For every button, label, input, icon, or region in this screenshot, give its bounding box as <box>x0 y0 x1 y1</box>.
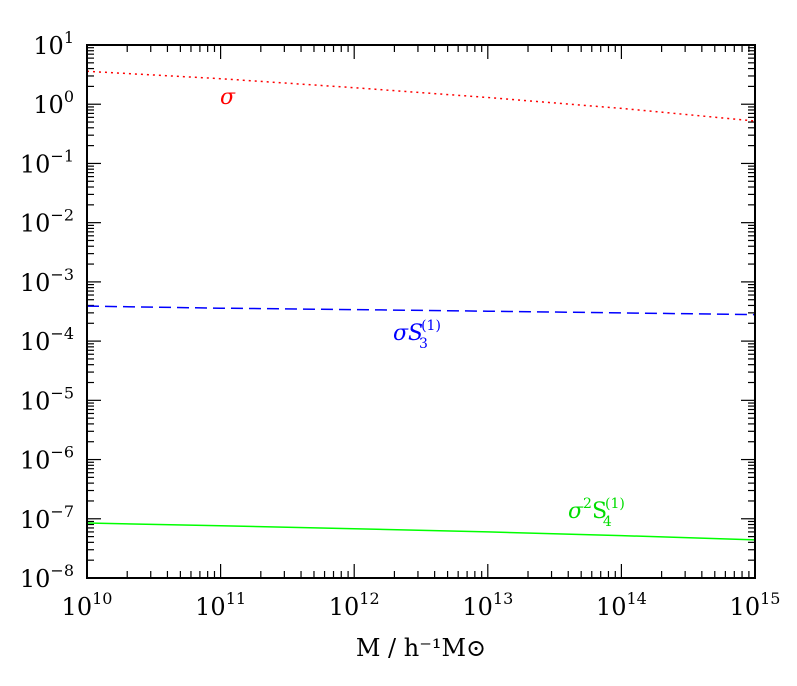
series-group <box>86 70 756 541</box>
x-tick-label: 1010 <box>62 589 113 621</box>
y-tick-label: 10−2 <box>20 206 74 238</box>
x-tick-label: 1015 <box>730 589 781 621</box>
x-tick-label: 1011 <box>195 589 246 621</box>
x-tick-label: 1014 <box>596 589 647 621</box>
y-tick-label: 10−1 <box>20 146 74 178</box>
axis-ticks <box>86 44 756 579</box>
x-tick-labels: 1010 1011 1012 1013 1014 1015 <box>62 589 781 621</box>
series-line-1 <box>86 305 756 316</box>
series-label-sigma2-s4: σ2S(1) 4 <box>568 496 625 530</box>
series-label-sigma-s3: σS(1) 3 <box>393 318 441 352</box>
y-tick-label: 101 <box>33 28 74 60</box>
series-line-2 <box>86 522 756 541</box>
plot-frame <box>86 44 756 579</box>
y-tick-label: 10−6 <box>20 443 74 475</box>
y-tick-label: 10−5 <box>20 383 74 415</box>
y-tick-label: 100 <box>33 87 74 119</box>
y-tick-labels: 101 100 10−1 10−2 10−3 10−4 10−5 10−6 10−7 10−8 <box>20 28 74 593</box>
x-axis-label: M / h⁻¹M⊙ <box>356 634 486 662</box>
series-line-0 <box>86 70 756 122</box>
y-tick-label: 10−4 <box>20 324 74 356</box>
x-tick-label: 1012 <box>329 589 380 621</box>
y-tick-label: 10−3 <box>20 265 74 297</box>
x-tick-label: 1013 <box>462 589 513 621</box>
y-tick-label: 10−8 <box>20 561 74 593</box>
series-label-sigma: σ <box>220 85 236 110</box>
y-tick-label: 10−7 <box>20 502 74 534</box>
